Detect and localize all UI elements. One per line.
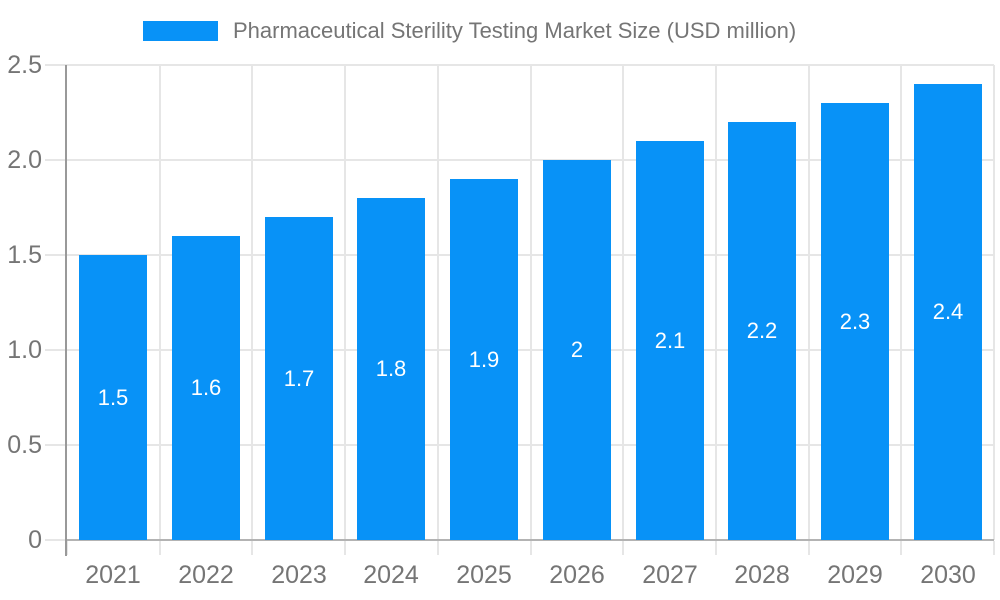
x-axis-line [67,539,994,541]
y-axis-tick [45,159,67,161]
y-axis-label: 2.5 [7,51,42,79]
y-axis-line [65,65,67,556]
x-axis-tick [900,541,903,555]
x-axis-label: 2029 [827,561,883,589]
y-axis-tick [45,349,67,351]
x-axis-label: 2023 [271,561,327,589]
x-axis-tick [158,541,161,555]
gridline-vertical [344,65,347,540]
y-axis-label: 1.0 [7,336,42,364]
legend: Pharmaceutical Sterility Testing Market … [143,15,796,47]
x-axis-tick [807,541,810,555]
x-axis-label: 2028 [734,561,790,589]
bar[interactable]: 2.4 [914,84,982,540]
bar-value-label: 2.1 [654,327,686,353]
gridline-vertical [436,65,439,540]
y-axis-tick [45,64,67,66]
y-axis-label: 1.5 [7,241,42,269]
bar-value-label: 1.7 [283,365,315,391]
bar[interactable]: 1.9 [450,179,518,540]
y-axis-tick [45,539,67,541]
bar[interactable]: 2.3 [821,103,889,540]
gridline-vertical [993,65,995,540]
x-axis-label: 2021 [85,561,141,589]
bar[interactable]: 2.1 [636,141,704,540]
bar[interactable]: 1.6 [172,236,240,540]
bar[interactable]: 2 [543,160,611,540]
bar-value-label: 2 [570,337,584,362]
gridline-vertical [158,65,161,540]
x-axis-label: 2022 [178,561,234,589]
x-axis-tick [251,541,254,555]
x-axis-tick [436,541,439,555]
bar-value-label: 1.5 [97,384,129,410]
gridline-vertical [529,65,532,540]
bar-value-label: 1.9 [468,346,500,372]
x-axis-tick [66,541,68,555]
y-axis-label: 2.0 [7,146,42,174]
bar[interactable]: 1.5 [79,255,147,540]
bar-value-label: 2.3 [839,308,871,334]
y-axis-label: 0.5 [7,431,42,459]
bar[interactable]: 1.7 [265,217,333,540]
gridline-vertical [714,65,717,540]
bar[interactable]: 2.2 [728,122,796,540]
x-axis-tick [622,541,625,555]
gridline-vertical [251,65,254,540]
x-axis-tick [344,541,347,555]
bar-value-label: 1.8 [375,356,407,381]
y-axis-tick [45,254,67,256]
plot-area: 0 0.5 1.0 1.5 2.0 2.5 1.5 2021 1.6 2022 1.7 2023 1.8… [7,52,995,588]
x-axis-label: 2025 [456,561,512,589]
gridline-vertical [807,65,810,540]
x-axis-label: 2027 [642,561,698,589]
bar[interactable]: 1.8 [357,198,425,540]
x-axis-label: 2024 [363,561,419,589]
x-axis-label: 2030 [920,561,976,589]
y-axis-label: 0 [28,526,42,554]
legend-title: Pharmaceutical Sterility Testing Market … [233,18,797,43]
legend-swatch [143,21,218,41]
x-axis-label: 2026 [549,561,605,589]
x-axis-tick [529,541,532,555]
gridline-vertical [622,65,625,540]
x-axis-tick [993,541,995,555]
x-axis-tick [714,541,717,555]
bar-value-label: 1.6 [190,375,222,400]
bar-value-label: 2.2 [746,318,778,343]
bar-value-label: 2.4 [932,299,964,324]
gridline-vertical [900,65,903,540]
y-axis-tick [45,444,67,446]
